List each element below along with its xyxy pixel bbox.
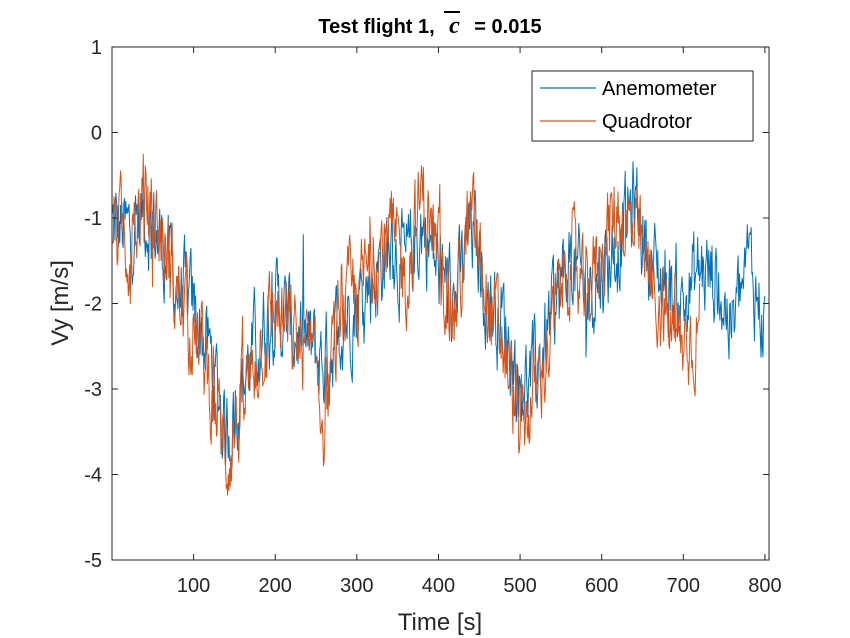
chart-title: Test flight 1, c = 0.015 <box>318 13 541 39</box>
legend-box <box>531 70 754 142</box>
chart-title-suffix: = 0.015 <box>474 16 541 38</box>
chart-title-symbol: c <box>449 13 460 39</box>
x-tick-label: 600 <box>585 575 618 597</box>
chart-title-prefix: Test flight 1, <box>318 16 434 38</box>
x-tick-label: 800 <box>748 575 781 597</box>
y-tick-label: 0 <box>91 123 102 145</box>
x-tick-label: 300 <box>340 575 373 597</box>
x-tick-label: 700 <box>667 575 700 597</box>
x-tick-label: 100 <box>177 575 210 597</box>
x-tick-label: 200 <box>259 575 292 597</box>
y-tick-label: 1 <box>91 37 102 59</box>
y-tick-label: -5 <box>84 550 102 572</box>
x-tick-label: 400 <box>422 575 455 597</box>
plot-lines <box>111 153 766 496</box>
legend: Anemometer Quadrotor <box>531 70 754 142</box>
legend-label-quadrotor: Quadrotor <box>602 111 692 133</box>
y-tick-label: -3 <box>84 379 102 401</box>
ticks: 100 200 300 400 500 600 700 800 -5 -4 -3 -2 -1 0 1 <box>84 37 781 597</box>
x-axis-label: Time [s] <box>398 609 482 636</box>
y-tick-label: -4 <box>84 465 102 487</box>
y-tick-label: -2 <box>84 294 102 316</box>
series-line-quadrotor <box>111 153 701 496</box>
y-tick-label: -1 <box>84 208 102 230</box>
y-axis-label: Vy [m/s] <box>47 260 74 346</box>
legend-label-anemometer: Anemometer <box>602 78 717 100</box>
x-tick-label: 500 <box>503 575 536 597</box>
